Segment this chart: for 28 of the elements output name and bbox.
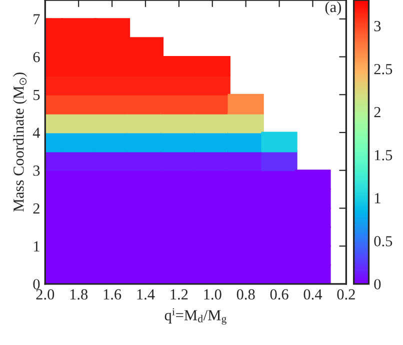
y-tick-label: 5	[34, 90, 40, 100]
y-tick-label: 1	[34, 241, 40, 252]
color-bar-label: 3	[374, 20, 381, 32]
color-bar-label: 1	[374, 193, 380, 204]
annotation: (a)	[325, 1, 341, 16]
x-tick-label: 0.6	[270, 289, 288, 300]
x-axis-title: q$^{i}$=M$_{d}$/M$_{g}$	[164, 308, 226, 325]
x-tick-label: 1.6	[104, 289, 122, 300]
color-bar-label: 0.5	[374, 236, 392, 246]
y-tick-label: 3	[33, 166, 40, 176]
color-bar-label: 2.5	[374, 64, 392, 74]
y-tick-label: 7	[34, 14, 40, 24]
y-tick-label: 2	[33, 203, 40, 214]
x-tick-label: 0.4	[304, 289, 322, 300]
y-tick-label: 0	[33, 279, 40, 290]
x-tick-label: 1.8	[70, 289, 88, 300]
x-tick-label: 0.8	[236, 289, 255, 300]
x-tick-label: 2.0	[36, 289, 54, 300]
y-axis-title: Mass Coordinate (M$_{⊙}$)	[13, 72, 27, 212]
y-tick-label: 6	[33, 52, 40, 62]
y-tick-label: 4	[32, 128, 40, 138]
x-tick-label: 1.2	[170, 289, 188, 300]
color-bar-label: 2	[374, 107, 380, 118]
color-bar-label: 0	[374, 279, 381, 290]
color-bar-label: 1.5	[374, 150, 392, 160]
x-tick-label: 0.2	[337, 289, 355, 300]
x-tick-label: 1.4	[137, 289, 155, 300]
x-tick-label: 1.0	[204, 289, 222, 300]
